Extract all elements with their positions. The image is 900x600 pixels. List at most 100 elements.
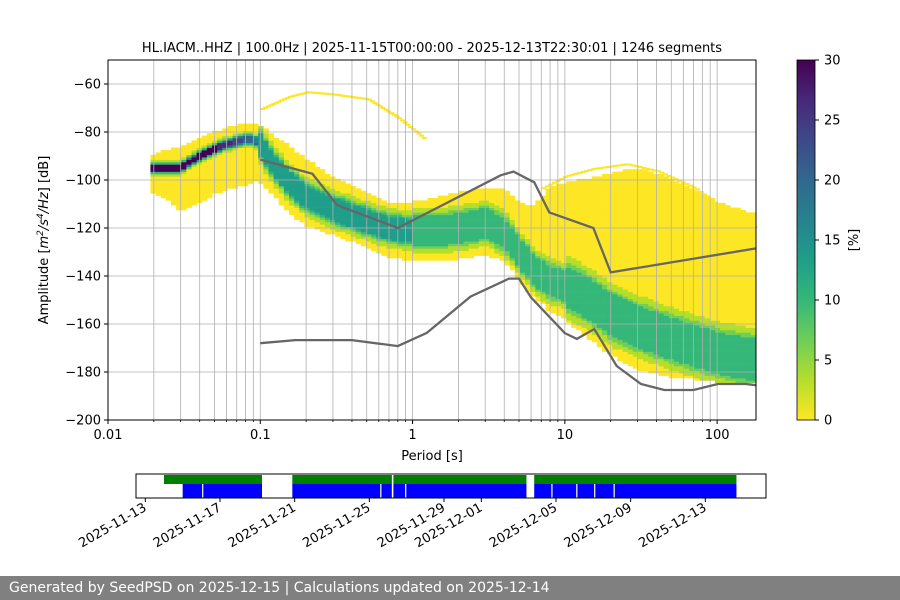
psd-cell xyxy=(627,361,634,364)
psd-cell xyxy=(653,342,659,345)
psd-cell xyxy=(689,207,695,211)
psd-cell xyxy=(478,222,485,225)
psd-cell xyxy=(422,241,428,244)
psd-cell xyxy=(165,181,172,184)
psd-cell xyxy=(714,234,721,237)
psd-cell xyxy=(340,217,346,220)
psd-cell xyxy=(658,351,665,355)
psd-cell xyxy=(530,286,536,290)
psd-cell xyxy=(591,214,598,218)
psd-cell xyxy=(689,337,695,340)
psd-cell xyxy=(622,217,629,220)
psd-cell xyxy=(730,224,736,228)
psd-cell xyxy=(499,234,505,237)
psd-cell xyxy=(545,241,552,244)
psd-cell xyxy=(165,169,172,172)
psd-cell xyxy=(176,186,182,189)
psd-cell xyxy=(627,320,634,324)
psd-cell xyxy=(684,320,690,324)
psd-cell xyxy=(468,217,475,220)
psd-cell xyxy=(514,267,521,271)
psd-cell xyxy=(335,234,341,237)
psd-cell xyxy=(745,284,752,288)
psd-cell xyxy=(268,183,275,187)
psd-cell xyxy=(607,298,613,302)
psd-cell xyxy=(176,205,182,208)
psd-cell xyxy=(612,320,618,324)
psd-cell xyxy=(237,157,244,160)
psd-cell xyxy=(663,176,670,180)
psd-cell xyxy=(345,224,351,228)
psd-cell xyxy=(679,210,685,213)
psd-cell xyxy=(412,255,418,259)
psd-cell xyxy=(576,217,582,220)
psd-cell xyxy=(586,241,593,244)
psd-cell xyxy=(422,258,428,261)
psd-cell xyxy=(535,205,541,208)
psd-cell xyxy=(714,212,721,216)
psd-cell xyxy=(304,202,310,206)
psd-cell xyxy=(720,380,726,384)
psd-cell xyxy=(663,234,670,237)
psd-cell xyxy=(165,166,172,170)
psd-cell xyxy=(596,298,603,302)
psd-cell xyxy=(299,190,305,194)
psd-cell xyxy=(478,250,485,254)
psd-cell xyxy=(407,231,413,235)
psd-cell xyxy=(643,258,649,261)
psd-cell xyxy=(155,154,162,158)
psd-cell xyxy=(545,222,552,225)
psd-cell xyxy=(545,202,552,206)
psd-cell xyxy=(273,138,280,141)
psd-cell xyxy=(653,186,659,189)
psd-cell xyxy=(643,202,649,206)
psd-cell xyxy=(530,253,536,256)
psd-cell xyxy=(566,296,572,300)
psd-cell xyxy=(679,346,685,350)
psd-cell xyxy=(453,224,459,228)
psd-cell xyxy=(273,152,280,156)
psd-cell xyxy=(463,212,470,216)
psd-cell xyxy=(694,303,700,307)
psd-cell xyxy=(484,229,490,232)
psd-cell xyxy=(679,315,685,319)
psd-cell xyxy=(309,193,316,196)
psd-cell xyxy=(658,212,665,216)
psd-cell xyxy=(176,207,182,211)
psd-cell xyxy=(637,224,644,228)
psd-cell xyxy=(596,330,603,333)
psd-cell xyxy=(658,183,665,187)
psd-cell xyxy=(689,190,695,194)
psd-cell xyxy=(684,284,690,288)
psd-cell xyxy=(186,145,192,148)
psd-cell xyxy=(489,224,495,228)
psd-cell xyxy=(714,282,721,285)
psd-cell xyxy=(617,198,623,201)
psd-cell xyxy=(371,200,377,204)
psd-cell xyxy=(709,296,716,300)
psd-cell xyxy=(571,289,577,292)
psd-cell xyxy=(612,248,618,252)
psd-cell xyxy=(714,205,721,208)
psd-cell xyxy=(704,286,711,290)
psd-cell xyxy=(309,224,316,228)
psd-cell xyxy=(632,337,639,340)
psd-cell xyxy=(412,210,418,213)
psd-cell xyxy=(550,277,557,280)
psd-cell xyxy=(350,231,357,235)
psd-cell xyxy=(407,241,413,244)
psd-cell xyxy=(247,154,254,158)
psd-cell xyxy=(509,231,516,235)
psd-cell xyxy=(191,193,198,196)
psd-cell xyxy=(704,231,711,235)
psd-cell xyxy=(576,270,582,273)
psd-cell xyxy=(720,210,726,213)
psd-cell xyxy=(709,286,716,290)
psd-cell xyxy=(540,248,546,252)
psd-cell xyxy=(694,298,700,302)
psd-cell xyxy=(689,234,695,237)
psd-cell xyxy=(602,308,608,312)
psd-cell xyxy=(581,289,588,292)
psd-cell xyxy=(730,270,736,273)
psd-cell xyxy=(576,253,582,256)
